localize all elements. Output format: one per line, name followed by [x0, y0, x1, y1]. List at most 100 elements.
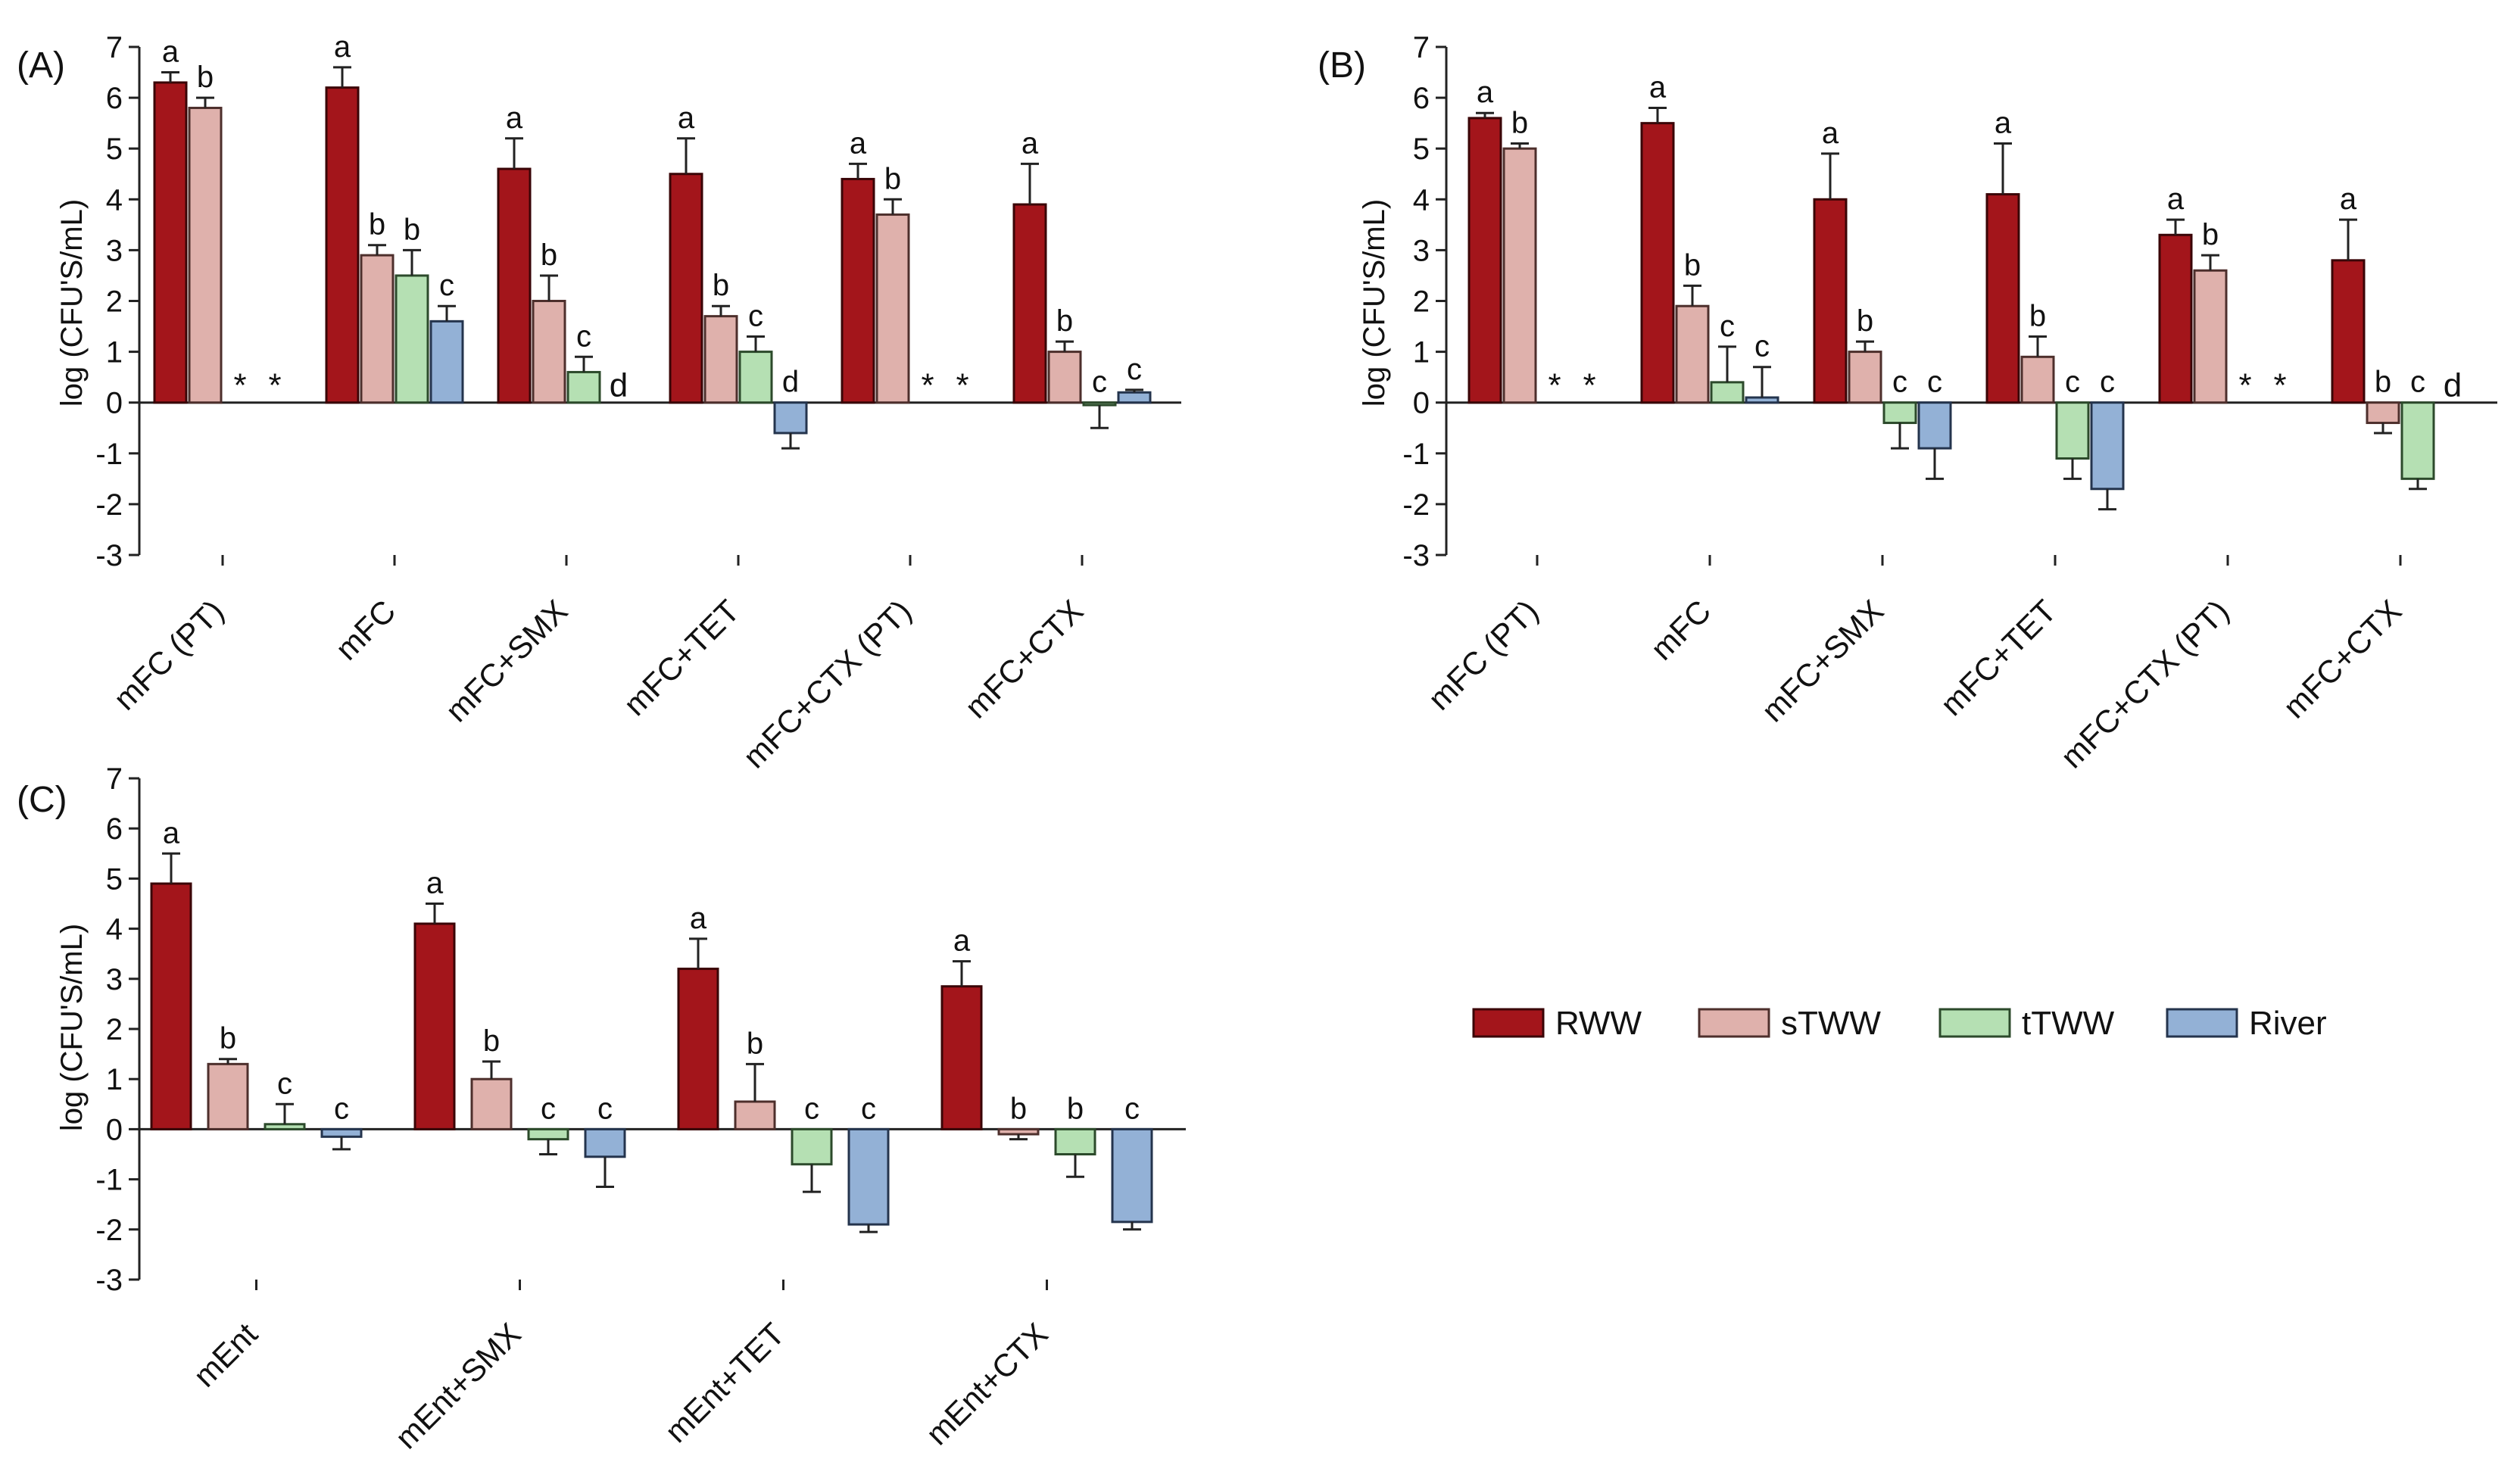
bar-ttww-ment-ctx: [1054, 1127, 1096, 1156]
panel-c-y-axis-title: log (CFU'S/mL): [55, 924, 89, 1131]
legend-swatch-river: [2166, 1008, 2238, 1038]
bar-stww-mfc-ctx-pt-letter: b: [884, 162, 901, 195]
y-tick-label: 7: [106, 31, 123, 64]
legend-item-rww: RWW: [1472, 1005, 1642, 1042]
bar-river-mfc-pt-letter: *: [1583, 367, 1595, 404]
bar-ttww-mfc-smx: [566, 370, 601, 404]
bar-ttww-mfc-tet: [738, 351, 773, 404]
bar-ttww-ment-smx: [527, 1127, 569, 1141]
y-tick-label: 4: [1413, 183, 1430, 217]
y-tick-label: -2: [95, 488, 123, 522]
bar-rww-mfc-tet: [1985, 193, 2020, 404]
bar-ttww-ment-ctx-letter: b: [1067, 1092, 1084, 1125]
bar-river-mfc-ctx-letter: c: [1127, 353, 1142, 386]
y-tick-label: 1: [106, 1063, 123, 1096]
bar-ttww-ment-letter: c: [277, 1067, 292, 1100]
bar-river-ment-tet: [847, 1127, 890, 1226]
bar-rww-mfc-smx-letter: a: [1822, 117, 1839, 150]
y-tick-label: 6: [106, 82, 123, 115]
bar-stww-mfc-pt-letter: b: [1511, 106, 1528, 139]
bar-stww-mfc-tet: [2020, 355, 2055, 404]
bar-stww-mfc: [360, 254, 395, 404]
bar-river-mfc-ctx-pt-letter: *: [2273, 367, 2286, 404]
bar-rww-mfc-ctx-pt: [2158, 233, 2193, 404]
legend-item-ttww: tTWW: [1938, 1005, 2115, 1042]
bar-river-mfc-smx-letter: d: [610, 367, 628, 404]
bar-ttww-mfc-ctx-letter: c: [2410, 366, 2425, 399]
bar-rww-mfc-smx: [497, 167, 532, 404]
legend-item-river: River: [2166, 1005, 2327, 1042]
bar-rww-mfc-ctx: [2331, 259, 2366, 404]
y-tick-label: 5: [1413, 132, 1430, 166]
bar-stww-mfc-letter: b: [369, 208, 385, 242]
bar-rww-ment-tet: [677, 968, 719, 1130]
bar-stww-mfc-ctx-pt: [875, 213, 910, 404]
bar-rww-mfc-ctx-pt-letter: a: [850, 126, 867, 160]
bar-rww-ment: [150, 882, 192, 1130]
bar-ttww-mfc-tet-letter: c: [748, 299, 763, 332]
y-tick-label: -1: [95, 438, 123, 471]
bar-ttww-mfc-ctx: [2400, 401, 2435, 480]
bar-stww-mfc-ctx: [2366, 401, 2400, 425]
bar-river-ment-letter: c: [334, 1092, 349, 1125]
bar-rww-mfc-ctx-pt: [841, 177, 875, 404]
bar-rww-mfc-ctx-pt-letter: a: [2167, 182, 2185, 216]
y-tick-label: 0: [1413, 387, 1430, 420]
panel-b-y-axis-title: log (CFU'S/mL): [1358, 199, 1391, 407]
panel-a-y-axis-title: log (CFU'S/mL): [55, 199, 89, 407]
bar-ttww-mfc-smx-letter: c: [1892, 366, 1907, 399]
bar-stww-mfc-smx: [532, 300, 566, 404]
y-tick-label: 0: [106, 1113, 123, 1146]
bar-ttww-mfc-ctx-letter: c: [1092, 366, 1107, 399]
bar-rww-mfc-pt-letter: a: [1477, 76, 1494, 109]
y-tick-label: 2: [106, 1013, 123, 1046]
bar-river-mfc: [429, 320, 464, 404]
bar-ttww-mfc-ctx-pt-letter: *: [921, 367, 934, 404]
y-tick-label: 5: [106, 132, 123, 166]
bar-ttww-ment-tet-letter: c: [804, 1092, 819, 1125]
bar-river-mfc-smx: [1917, 401, 1952, 450]
panel-c-label: (C): [17, 780, 67, 820]
bar-rww-mfc-tet-letter: a: [678, 101, 695, 135]
legend-swatch-ttww: [1938, 1008, 2011, 1038]
bar-stww-mfc-tet-letter: b: [713, 269, 729, 302]
bar-stww-mfc-smx-letter: b: [1857, 304, 1873, 338]
bar-river-ment-smx-letter: c: [597, 1092, 613, 1125]
bar-ttww-mfc-pt-letter: *: [233, 367, 246, 404]
y-tick-label: 7: [1413, 31, 1430, 64]
bar-ttww-mfc: [1710, 381, 1745, 404]
y-tick-label: -3: [1402, 539, 1430, 572]
bar-ttww-mfc: [395, 274, 429, 404]
y-tick-label: 6: [1413, 82, 1430, 115]
y-tick-label: 3: [106, 234, 123, 267]
legend-swatch-stww: [1698, 1008, 1770, 1038]
y-tick-label: 4: [106, 913, 123, 946]
bar-ttww-ment: [264, 1123, 306, 1130]
bar-rww-ment-smx-letter: a: [426, 867, 444, 900]
bar-rww-ment-smx: [413, 922, 456, 1130]
y-tick-label: -2: [95, 1214, 123, 1247]
bar-stww-ment-smx-letter: b: [483, 1024, 500, 1058]
bar-rww-ment-tet-letter: a: [690, 902, 707, 935]
bar-river-ment: [320, 1127, 363, 1138]
bar-stww-mfc-ctx-letter: b: [2375, 366, 2391, 399]
bar-river-mfc-ctx-pt-letter: *: [956, 367, 968, 404]
bar-stww-ment-smx: [470, 1077, 513, 1130]
y-tick-label: 4: [106, 183, 123, 217]
bar-rww-mfc-ctx: [1012, 203, 1047, 404]
bar-stww-ment-ctx: [997, 1127, 1040, 1136]
bar-ttww-mfc-ctx: [1082, 401, 1117, 407]
bar-stww-ment: [207, 1062, 249, 1130]
bar-rww-mfc-letter: a: [1649, 71, 1667, 104]
bar-river-mfc-letter: c: [439, 269, 454, 302]
bar-rww-mfc: [1640, 122, 1675, 404]
legend-label-river: River: [2249, 1005, 2327, 1042]
bar-ttww-ment-smx-letter: c: [541, 1092, 556, 1125]
bar-ttww-ment-tet: [791, 1127, 833, 1166]
bar-river-mfc-tet: [2090, 401, 2125, 491]
legend-label-stww: sTWW: [1781, 1005, 1881, 1042]
bar-rww-mfc-ctx-letter: a: [2340, 182, 2357, 216]
bar-ttww-mfc-tet-letter: c: [2065, 366, 2080, 399]
bar-stww-mfc-letter: b: [1684, 248, 1701, 282]
